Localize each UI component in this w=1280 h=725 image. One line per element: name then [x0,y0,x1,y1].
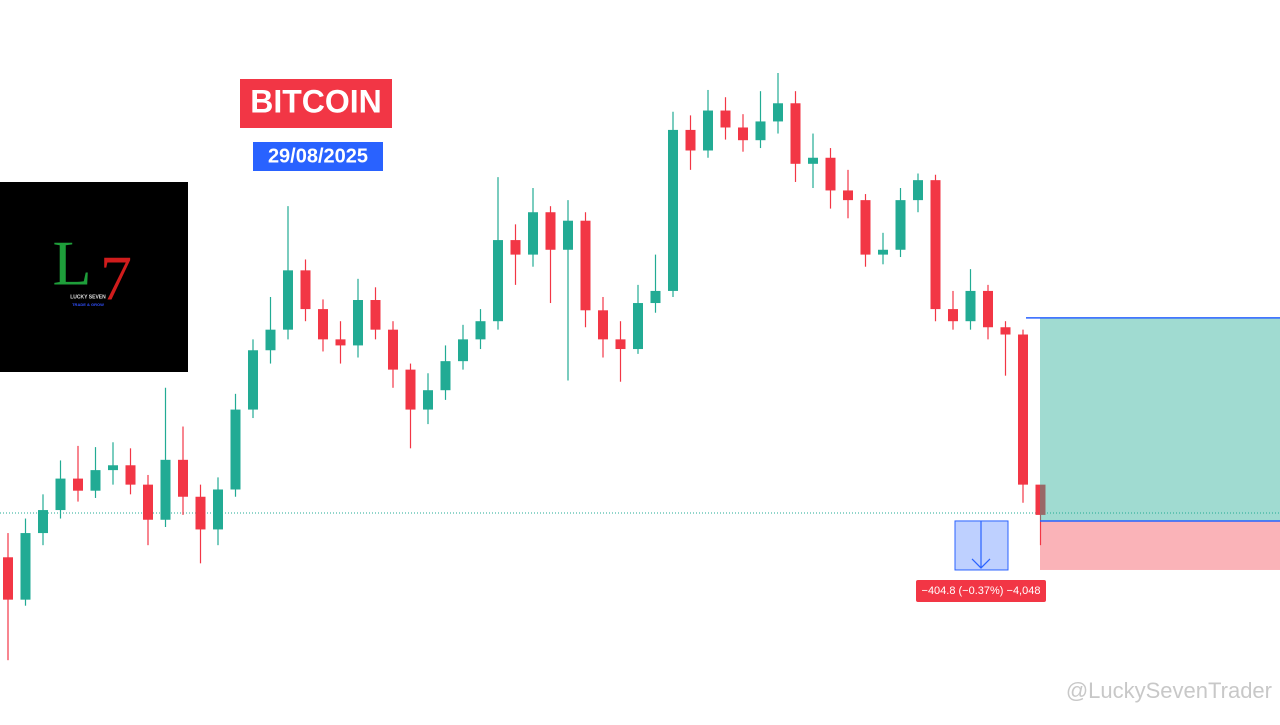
candle-body [388,329,398,370]
chart-subtitle: 29/08/2025 [268,145,368,167]
candle-body [248,350,258,410]
logo-number: 7 [100,243,132,314]
candle-body [108,465,118,471]
candle-body [493,240,503,322]
candle-body [510,240,521,255]
candle-body [458,339,468,362]
watermark: @LuckySevenTrader [1066,678,1272,703]
candle-body [650,290,661,304]
candle-body [3,557,13,600]
candle-body [965,290,976,322]
candle-body [528,212,538,255]
candle-body [143,484,153,520]
candle-body [335,339,346,346]
candle-body [545,212,556,250]
plot-area: −404.8 (−0.37%) −4,048 [0,73,1280,661]
candle-body [353,300,363,346]
candle-body [90,470,101,491]
candle-body [930,180,941,310]
candle-body [720,110,731,128]
candle-body [178,459,188,497]
measure-arrow-head [971,558,991,569]
candle-body [283,270,293,330]
candle-body [948,309,958,322]
candle-body [265,329,276,351]
candle-body [20,533,31,600]
candle-body [895,200,906,250]
candle-body [125,465,136,485]
candle-body [423,390,433,410]
candle-body [55,478,66,511]
candle-body [633,303,643,350]
candle-body [230,409,241,490]
title-box [240,79,392,128]
candle-body [598,310,608,340]
candle-body [195,496,206,530]
target-zone [1040,317,1280,521]
candle-body [825,157,836,191]
candle-body [790,103,801,164]
candle-body [160,459,171,520]
logo-box [0,182,188,372]
measure-label-box [916,580,1046,602]
candle-body [73,478,83,491]
date-box [253,142,383,171]
candle-body [1000,327,1011,335]
candle-body [318,309,328,340]
candle-body [878,249,888,255]
candle-body [860,200,871,255]
candle-body [563,220,573,250]
candle-body [983,290,993,328]
candle-body [808,157,818,164]
logo-tagline: TRADE & GROW [72,302,104,307]
candle-body [1018,334,1028,485]
candle-body [615,339,626,350]
candle-body [213,489,223,530]
candle-body [738,127,748,141]
candle-body [405,369,416,410]
candle-body [475,321,486,340]
candle-body [370,300,381,330]
candle-body [703,110,713,151]
candle-body [755,121,766,141]
stop-zone [1040,520,1280,570]
candle-body [913,180,923,201]
candle-body [773,103,783,122]
candle-body [38,510,48,534]
candle-body [440,361,451,391]
chart-title: BITCOIN [250,83,382,119]
candle-body [843,190,853,201]
candle-body [668,129,678,291]
candle-body [580,220,591,311]
measure-label: −404.8 (−0.37%) −4,048 [922,585,1041,597]
candle-body [1035,484,1046,515]
logo-name: LUCKY SEVEN [70,294,106,300]
candle-body [685,129,696,151]
logo-letter: L [52,228,91,299]
candle-body [300,270,311,310]
